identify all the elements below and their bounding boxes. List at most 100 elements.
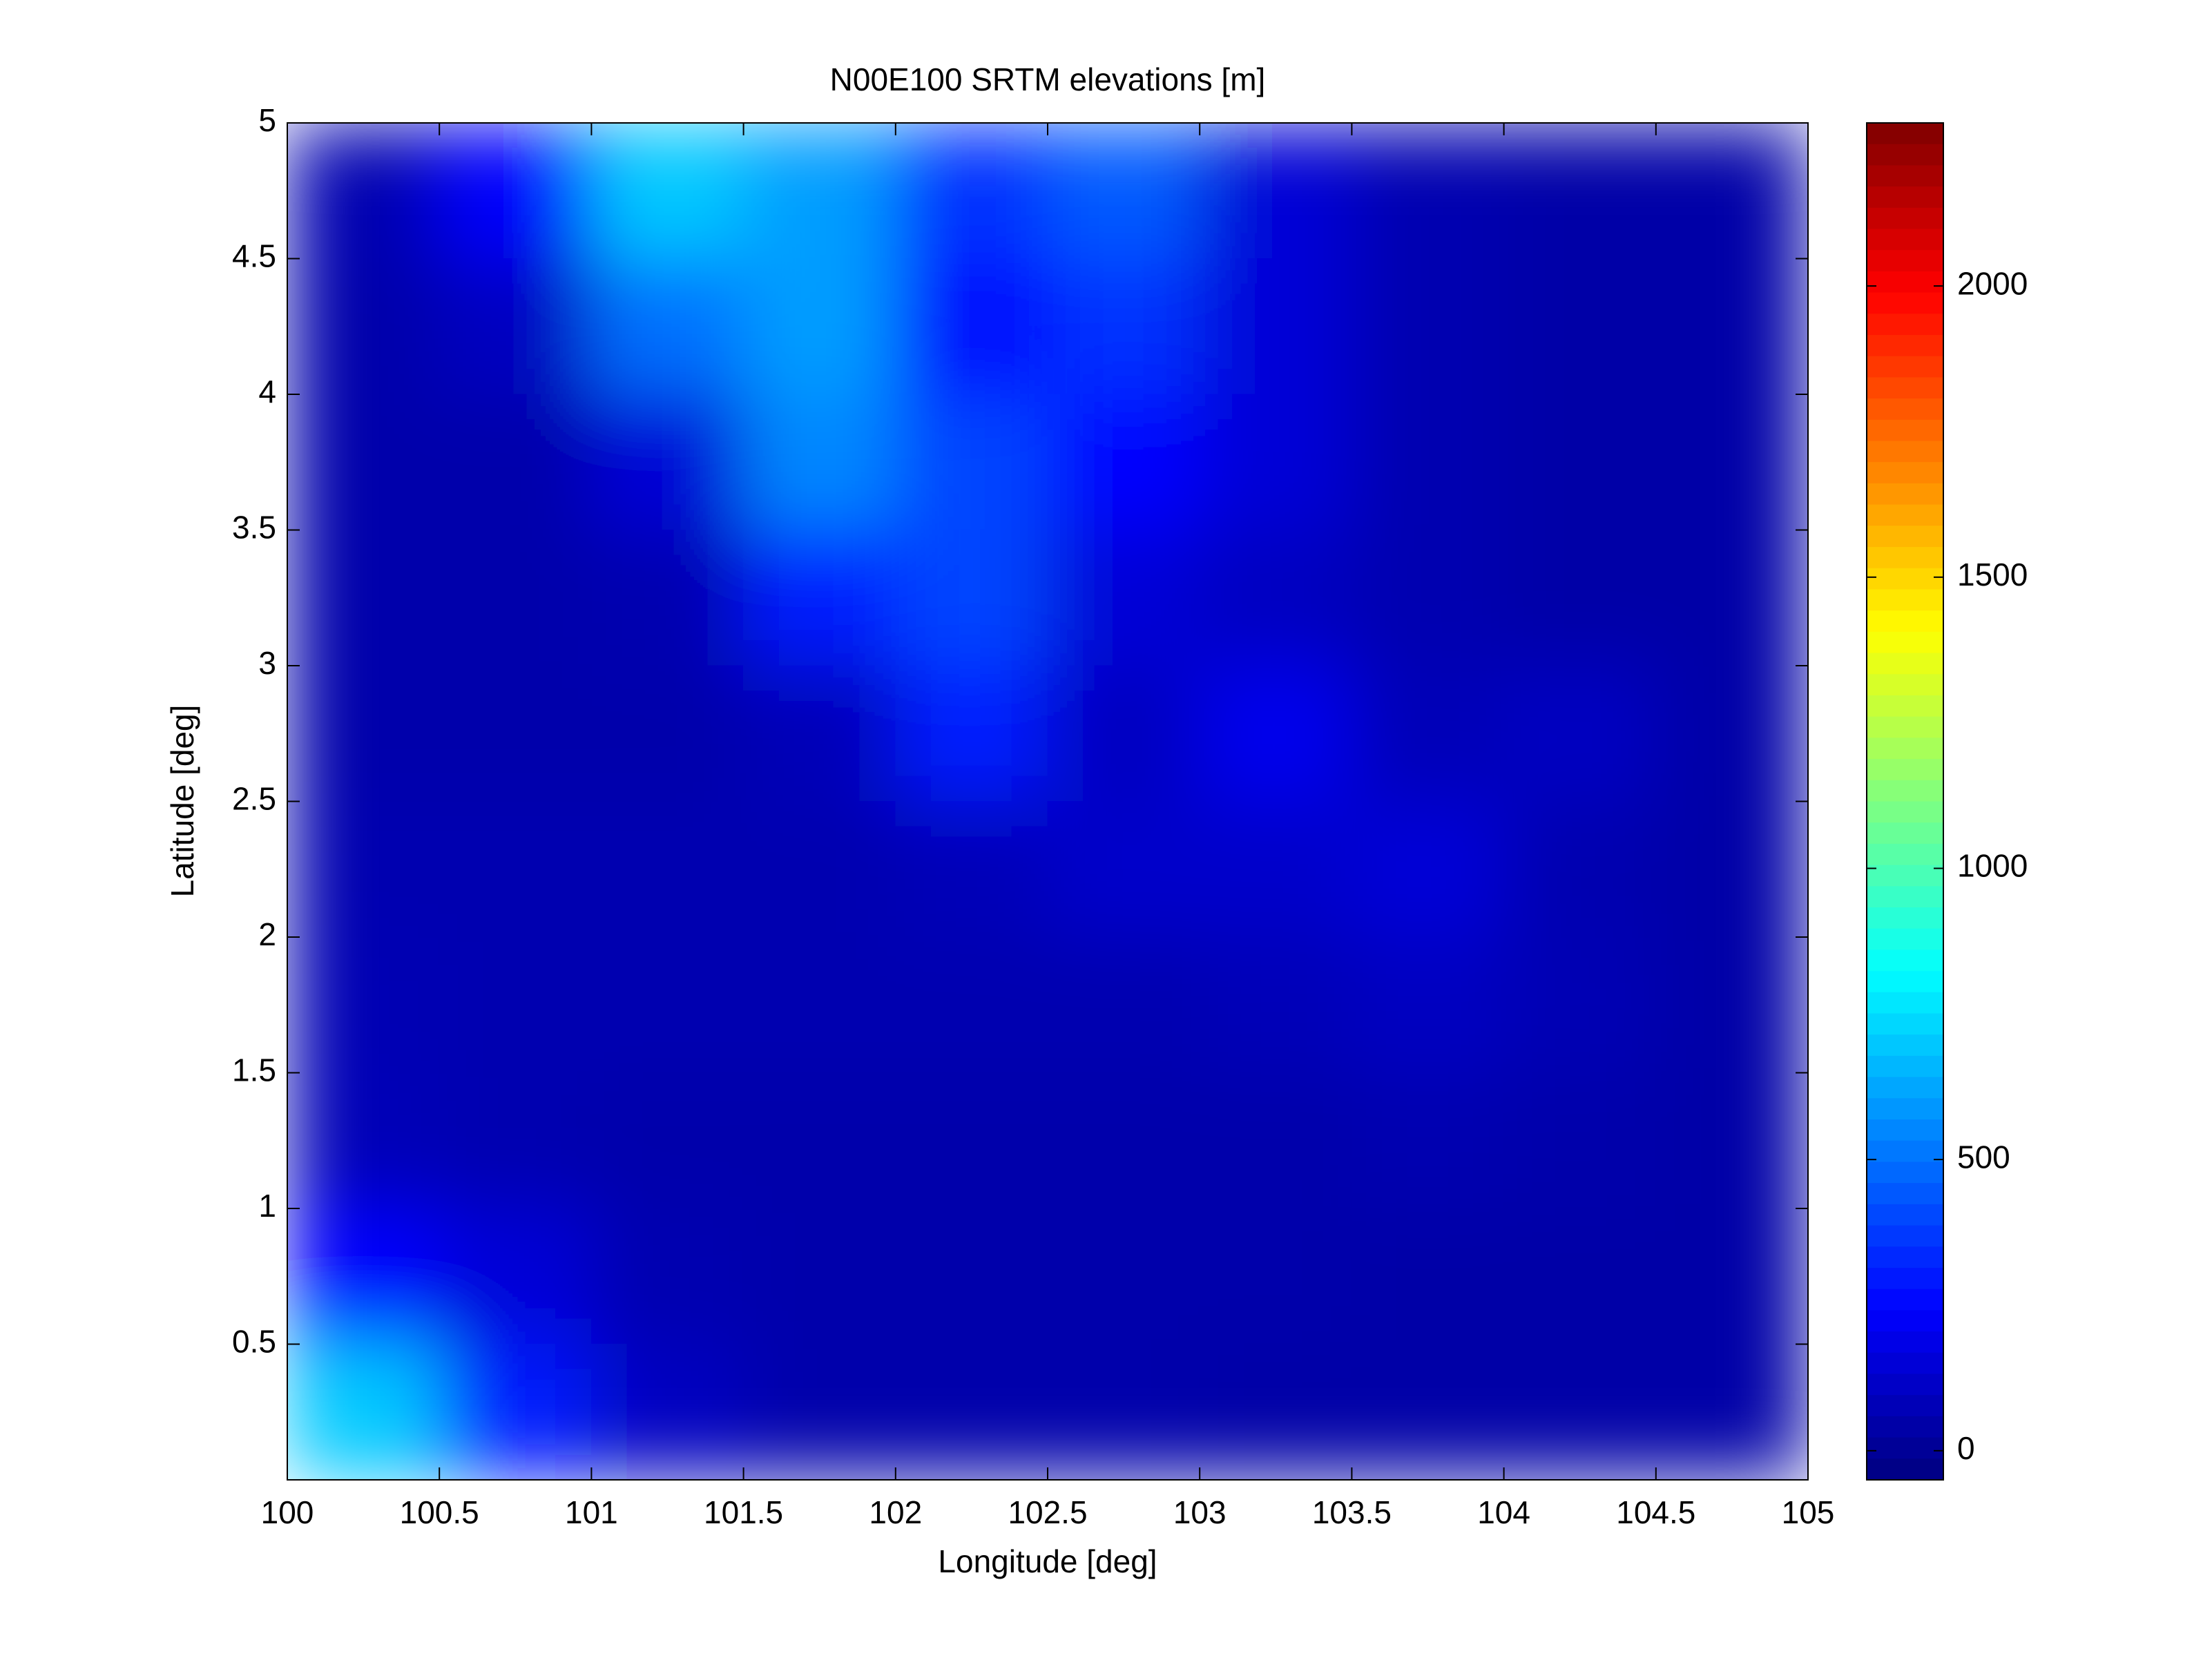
heatmap-cell — [1351, 665, 1505, 802]
heatmap-cell — [439, 665, 592, 802]
colorbar-swatch — [1867, 1416, 1943, 1438]
y-tick-label: 2 — [258, 916, 276, 952]
colorbar-swatch — [1867, 1246, 1943, 1269]
heatmap-cell — [1199, 394, 1352, 530]
x-tick-label: 102.5 — [1008, 1494, 1087, 1530]
heatmap-cell — [287, 1208, 440, 1344]
heatmap-cell — [1503, 665, 1657, 802]
colorbar-swatch — [1867, 483, 1943, 505]
colorbar-swatch — [1867, 971, 1943, 993]
heatmap-cell — [1655, 1208, 1808, 1344]
colorbar-swatch — [1867, 1352, 1943, 1375]
colorbar-swatch — [1867, 419, 1943, 442]
colorbar-swatch — [1867, 716, 1943, 739]
heatmap-cell — [1503, 123, 1657, 259]
heatmap-cell — [1655, 258, 1808, 395]
colorbar-swatch — [1867, 441, 1943, 463]
colorbar-swatch — [1867, 1098, 1943, 1120]
heatmap-cell — [439, 258, 592, 395]
x-tick-label: 104 — [1477, 1494, 1530, 1530]
x-axis-label: Longitude [deg] — [938, 1543, 1157, 1579]
heatmap-cell — [287, 1344, 440, 1480]
heatmap-cell — [743, 258, 896, 395]
colorbar-swatch — [1867, 631, 1943, 654]
heatmap-cell — [1047, 936, 1200, 1073]
colorbar-tick-label: 2000 — [1957, 265, 2028, 301]
colorbar-tick-label: 1500 — [1957, 557, 2028, 592]
heatmap-cell — [743, 394, 896, 530]
colorbar-tick-label: 0 — [1957, 1430, 1975, 1466]
heatmap-cell — [1199, 123, 1352, 259]
heatmap-cell — [1351, 394, 1505, 530]
heatmap-cell — [1503, 1208, 1657, 1344]
heatmap-cell — [1047, 801, 1200, 938]
colorbar-swatch — [1867, 356, 1943, 378]
heatmap-cell — [287, 123, 440, 259]
heatmap-cell — [439, 1072, 592, 1209]
heatmap-cell — [439, 123, 592, 259]
heatmap-cell — [287, 936, 440, 1073]
heatmap-cell — [590, 258, 744, 395]
y-tick-label: 1 — [258, 1188, 276, 1224]
colorbar-swatch — [1867, 314, 1943, 336]
colorbar-swatch — [1867, 1267, 1943, 1290]
heatmap-cell — [439, 1208, 592, 1344]
heatmap-cell — [1047, 1344, 1200, 1480]
heatmap-cell — [1503, 258, 1657, 395]
heatmap-cell — [895, 258, 1048, 395]
colorbar-swatch — [1867, 1458, 1943, 1481]
colorbar-swatch — [1867, 1161, 1943, 1184]
colorbar-swatch — [1867, 653, 1943, 675]
heatmap-cell — [1199, 936, 1352, 1073]
colorbar-swatch — [1867, 1183, 1943, 1205]
y-tick-label: 3 — [258, 645, 276, 681]
colorbar-swatch — [1867, 271, 1943, 293]
heatmap-cell — [743, 123, 896, 259]
colorbar-swatch — [1867, 1204, 1943, 1226]
colorbar-swatch — [1867, 462, 1943, 484]
x-tick-label: 102 — [869, 1494, 922, 1530]
colorbar-swatch — [1867, 738, 1943, 760]
heatmap-cell — [1047, 258, 1200, 395]
heatmap-cell — [743, 1072, 896, 1209]
x-tick-label: 101 — [565, 1494, 618, 1530]
heatmap-cell — [590, 1344, 744, 1480]
heatmap-cell — [1351, 123, 1505, 259]
heatmap-cell — [1351, 530, 1505, 666]
colorbar-swatch — [1867, 886, 1943, 908]
heatmap-cell — [1047, 1072, 1200, 1209]
x-tick-label: 103 — [1173, 1494, 1227, 1530]
colorbar-swatch — [1867, 229, 1943, 251]
colorbar-swatch — [1867, 568, 1943, 590]
x-tick-label: 101.5 — [704, 1494, 783, 1530]
colorbar-swatch — [1867, 610, 1943, 633]
heatmap-cell — [1351, 801, 1505, 938]
colorbar-tick-label: 500 — [1957, 1139, 2010, 1175]
colorbar-swatch — [1867, 207, 1943, 230]
colorbar-swatch — [1867, 928, 1943, 951]
heatmap-cell — [590, 665, 744, 802]
y-tick-label: 0.5 — [232, 1324, 276, 1360]
colorbar-swatch — [1867, 907, 1943, 929]
heatmap-cell — [439, 801, 592, 938]
heatmap-cell — [590, 530, 744, 666]
heatmap-cell — [895, 1208, 1048, 1344]
heatmap-cell — [743, 1344, 896, 1480]
x-tick-label: 105 — [1782, 1494, 1835, 1530]
heatmap-cell — [439, 936, 592, 1073]
colorbar-swatch — [1867, 547, 1943, 569]
colorbar-swatch — [1867, 843, 1943, 866]
colorbar-swatch — [1867, 822, 1943, 845]
heatmap-cell — [1655, 530, 1808, 666]
colorbar-swatch — [1867, 589, 1943, 611]
heatmap-cell — [287, 801, 440, 938]
heatmap-cell — [1047, 530, 1200, 666]
heatmap-cell — [1199, 1208, 1352, 1344]
heatmap-cell — [1047, 123, 1200, 259]
y-tick-label: 5 — [258, 102, 276, 138]
colorbar-swatch — [1867, 1395, 1943, 1417]
heatmap-cell — [1351, 1344, 1505, 1480]
colorbar-swatch — [1867, 1331, 1943, 1353]
heatmap-cell — [1047, 665, 1200, 802]
